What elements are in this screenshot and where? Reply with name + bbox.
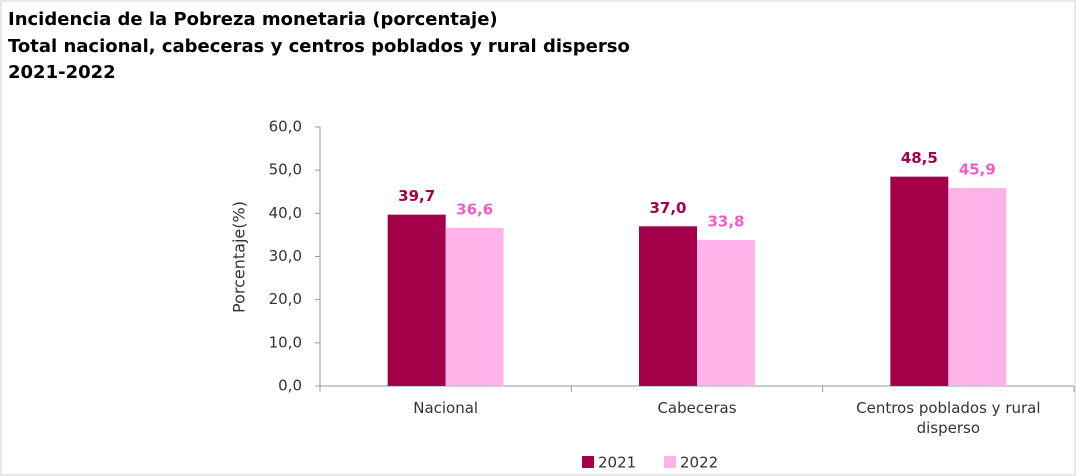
value-label: 33,8 <box>707 213 744 231</box>
legend-label: 2022 <box>680 454 718 472</box>
bar <box>948 187 1007 386</box>
y-axis-label: Porcentaje(%) <box>230 201 249 313</box>
legend-label: 2021 <box>598 454 636 472</box>
value-label: 48,5 <box>901 149 938 167</box>
value-label: 36,6 <box>456 201 493 219</box>
x-tick-label: Cabeceras <box>657 399 737 417</box>
x-tick-label: Nacional <box>413 399 479 417</box>
value-label: 45,9 <box>959 160 996 178</box>
legend-swatch <box>582 456 594 468</box>
bar <box>445 228 504 386</box>
chart-subtitle: Total nacional, cabeceras y centros pobl… <box>8 36 630 57</box>
bar <box>387 214 446 386</box>
y-tick-label: 60,0 <box>269 118 302 136</box>
bar <box>890 176 949 386</box>
y-tick-label: 30,0 <box>269 247 302 265</box>
y-tick-label: 10,0 <box>269 333 302 351</box>
y-tick-label: 50,0 <box>269 161 302 179</box>
y-tick-label: 20,0 <box>269 290 302 308</box>
y-tick-label: 40,0 <box>269 204 302 222</box>
bar <box>697 240 755 386</box>
value-label: 37,0 <box>649 199 686 217</box>
bar <box>639 226 697 386</box>
chart-period: 2021-2022 <box>8 62 116 83</box>
legend-swatch <box>664 456 676 468</box>
x-tick-label: Centros poblados y rural disperso <box>856 399 1041 437</box>
chart-title: Incidencia de la Pobreza monetaria (porc… <box>8 9 498 30</box>
y-tick-label: 0,0 <box>278 377 302 395</box>
value-label: 39,7 <box>398 187 435 205</box>
